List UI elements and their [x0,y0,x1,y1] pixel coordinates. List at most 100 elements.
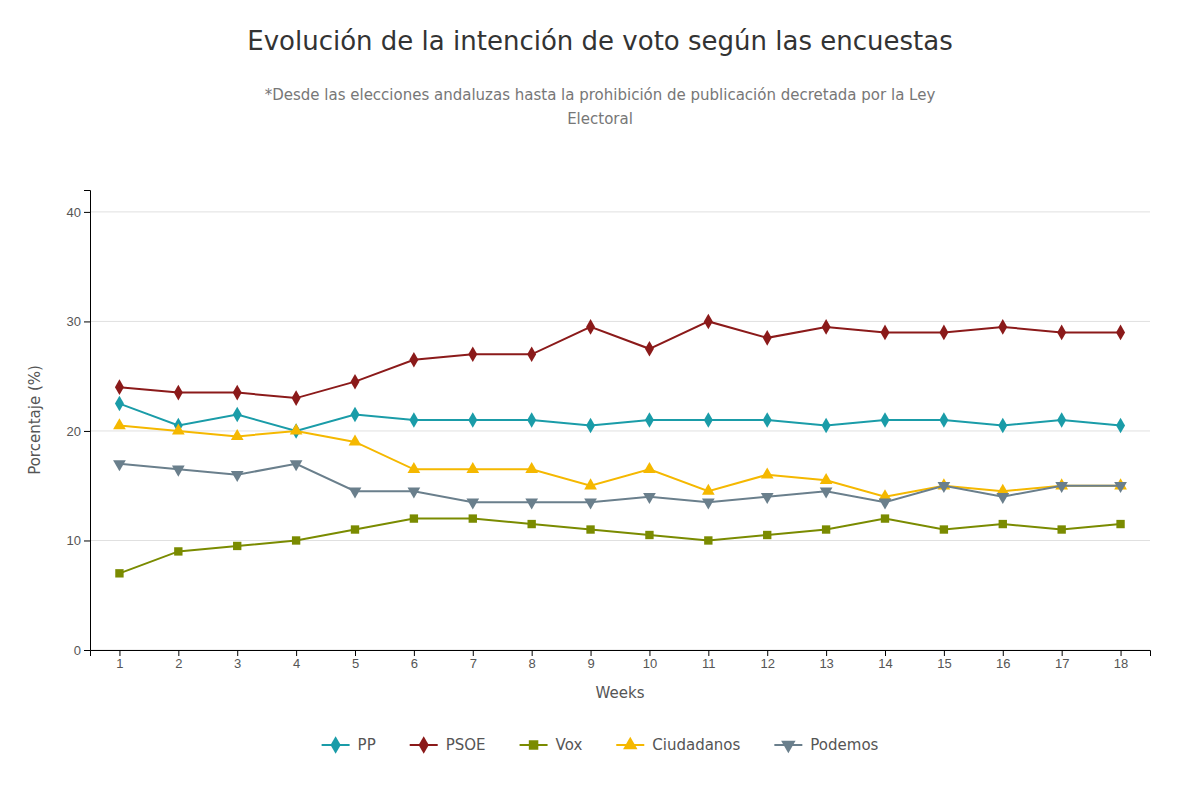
subtitle: *Desde las elecciones andaluzas hasta la… [265,86,936,104]
x-tick-label: 3 [234,656,241,671]
series-marker [820,488,833,499]
series-marker [645,531,653,539]
x-tick-mark [532,650,533,656]
x-axis-line [91,651,1151,657]
x-tick-mark [591,650,592,656]
series-marker [881,412,890,428]
series-marker [115,379,124,395]
x-tick-mark [473,650,474,656]
series-marker [113,460,126,471]
x-tick-mark [414,650,415,656]
x-tick-label: 4 [293,656,300,671]
series-marker [351,525,359,533]
x-axis-title: Weeks [596,684,645,702]
y-tick: 40 [67,205,90,220]
series-marker [879,498,892,509]
x-axis: 123456789101112131415161718 [91,650,1151,671]
legend: PP PSOE Vox Ciudadanos Podemos [322,736,879,754]
x-tick-label: 15 [937,656,951,671]
series-marker [822,525,830,533]
series-marker [410,514,418,522]
series-marker [996,493,1009,504]
x-tick: 15 [937,650,951,671]
series-marker [939,325,948,341]
x-tick-mark [119,650,120,656]
series-marker [702,484,715,495]
x-tick-label: 7 [470,656,477,671]
series-marker [1057,525,1065,533]
y-tick-mark [84,431,90,432]
grid-line [90,540,1150,541]
x-tick-mark [1121,650,1122,656]
series-marker [1057,412,1066,428]
x-tick: 8 [529,650,536,671]
x-tick: 2 [175,650,182,671]
series-marker [822,319,831,335]
x-tick-label: 9 [587,656,594,671]
y-tick: 10 [67,533,90,548]
x-tick-label: 18 [1114,656,1128,671]
x-tick-mark [649,650,650,656]
series-marker [172,424,185,435]
series-marker [881,514,889,522]
series-line [119,425,1120,496]
y-tick: 20 [67,424,90,439]
series-marker [938,482,951,493]
series-marker [527,412,536,428]
y-tick-label: 10 [67,533,81,548]
series-line [119,519,1120,574]
x-tick: 10 [643,650,657,671]
x-tick-mark [237,650,238,656]
grid-line [90,321,1150,322]
x-tick-label: 1 [116,656,123,671]
series-marker [351,374,360,390]
legend-item: PSOE [410,736,486,754]
x-tick-label: 14 [878,656,892,671]
series-marker [584,498,597,509]
x-tick: 7 [470,650,477,671]
legend-label: Ciudadanos [652,736,740,754]
x-tick-label: 11 [702,656,716,671]
series-marker [233,542,241,550]
x-tick-mark [178,650,179,656]
x-tick: 13 [819,650,833,671]
legend-label: PP [358,736,376,754]
x-tick-mark [944,650,945,656]
series-marker [115,569,123,577]
x-tick-mark [1062,650,1063,656]
x-tick: 16 [996,650,1010,671]
series-marker [233,407,242,423]
x-tick-label: 17 [1055,656,1069,671]
series-marker [408,488,421,499]
series-marker [290,460,303,471]
series-marker [409,352,418,368]
legend-label: Podemos [810,736,878,754]
series-marker [1055,482,1068,493]
series-marker [468,412,477,428]
x-tick-mark [826,650,827,656]
x-tick: 4 [293,650,300,671]
legend-marker [419,736,429,754]
legend-label: Vox [556,736,583,754]
series-marker [1116,418,1125,434]
x-tick-label: 6 [411,656,418,671]
series-marker [527,520,535,528]
series-marker [349,488,362,499]
y-tick-label: 20 [67,424,81,439]
series-marker [763,330,772,346]
x-tick-label: 12 [760,656,774,671]
series-marker [174,385,183,401]
x-tick-label: 16 [996,656,1010,671]
series-marker [645,412,654,428]
legend-marker [623,737,637,749]
x-tick-mark [767,650,768,656]
series-marker [468,346,477,362]
series-marker [881,325,890,341]
series-marker [998,319,1007,335]
series-marker [704,536,712,544]
series-marker [645,341,654,357]
series-marker [231,429,244,440]
grid [90,212,1150,650]
x-tick-label: 2 [175,656,182,671]
series-marker [172,466,185,477]
